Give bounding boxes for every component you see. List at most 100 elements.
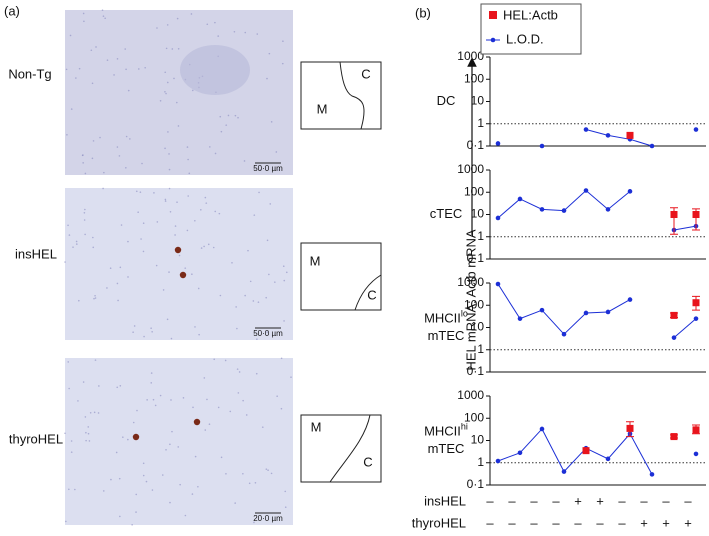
hel-point: [670, 433, 678, 441]
lod-point: [605, 133, 611, 138]
tissue-speckle: [231, 261, 233, 264]
tissue-speckle: [169, 501, 171, 504]
tissue-speckle: [164, 71, 167, 74]
tissue-speckle: [116, 386, 119, 389]
tissue-speckle: [103, 171, 105, 174]
tissue-speckle: [200, 247, 203, 249]
row-label: thyroHEL: [9, 431, 63, 446]
tissue-speckle: [118, 477, 121, 480]
tissue-speckle: [219, 115, 222, 118]
tissue-speckle: [116, 58, 119, 60]
lod-point: [495, 458, 501, 464]
y-tick-label: 10: [471, 207, 485, 221]
tissue-speckle: [266, 77, 268, 80]
lod-point: [539, 143, 545, 149]
tissue-speckle: [94, 297, 97, 299]
region-label: M: [317, 101, 328, 116]
tissue-speckle: [176, 101, 178, 104]
legend-swatch: [489, 11, 497, 19]
annotation-mark: –: [596, 515, 604, 530]
tissue-speckle: [83, 211, 86, 214]
tissue-speckle: [131, 523, 133, 526]
y-tick-label: 0·1: [467, 364, 485, 378]
lod-point: [649, 143, 655, 149]
tissue-speckle: [77, 400, 79, 402]
y-tick-label: 1: [477, 116, 484, 130]
lod-point: [627, 297, 633, 302]
y-tick-label: 1: [477, 229, 484, 243]
annotation-mark: –: [486, 515, 494, 530]
tissue-speckle: [70, 108, 73, 110]
tissue-speckle: [117, 299, 119, 302]
tissue-speckle: [280, 357, 283, 360]
tissue-speckle: [267, 469, 269, 472]
tissue-speckle: [203, 245, 205, 248]
tissue-speckle: [106, 59, 109, 61]
tissue-speckle: [101, 9, 104, 11]
lod-point: [605, 207, 611, 212]
tissue-speckle: [142, 462, 145, 465]
annotation-mark: –: [618, 493, 626, 508]
scale-bar-label: 50·0 µm: [253, 329, 283, 338]
tissue-speckle: [125, 135, 128, 138]
tissue-speckle: [70, 451, 73, 453]
hel-point: [626, 424, 634, 432]
tissue-speckle: [171, 48, 174, 50]
tissue-speckle: [81, 154, 84, 157]
tissue-speckle: [93, 411, 96, 414]
tissue-speckle: [206, 398, 208, 401]
tissue-speckle: [266, 239, 269, 242]
tissue-speckle: [225, 473, 227, 475]
tissue-speckle: [115, 451, 118, 454]
tissue-speckle: [197, 485, 199, 488]
tissue-speckle: [135, 493, 138, 496]
y-tick-label: 1: [477, 342, 484, 356]
tissue-speckle: [255, 372, 258, 375]
tissue-speckle: [102, 187, 104, 190]
lod-point: [671, 335, 677, 340]
y-tick-label: 100: [464, 410, 484, 424]
tissue-speckle: [214, 152, 217, 155]
tissue-speckle: [146, 399, 148, 401]
tissue-speckle: [208, 423, 211, 425]
tissue-speckle: [82, 162, 84, 164]
tissue-speckle: [168, 153, 170, 155]
tissue-speckle: [119, 384, 122, 387]
region-label: C: [363, 454, 372, 469]
tissue-speckle: [186, 229, 189, 232]
y-axis-label: HEL mRNA: Actb mRNA: [463, 229, 478, 370]
hel-point: [692, 211, 700, 218]
tissue-speckle: [283, 320, 285, 322]
tissue-speckle: [194, 326, 196, 328]
tissue-speckle: [256, 33, 259, 35]
tissue-speckle: [285, 271, 288, 274]
tissue-speckle: [125, 68, 127, 71]
lod-point: [605, 456, 611, 462]
panel-label: (b): [415, 5, 431, 20]
tissue-speckle: [125, 167, 127, 169]
tissue-speckle: [143, 335, 145, 338]
y-tick-label: 10: [471, 433, 485, 447]
tissue-speckle: [280, 407, 283, 410]
hel-point: [670, 211, 678, 218]
tissue-speckle: [234, 502, 236, 504]
tissue-speckle: [191, 493, 194, 495]
annotation-mark: +: [574, 493, 582, 508]
tissue-speckle: [164, 91, 166, 93]
micrograph: [65, 358, 293, 525]
tissue-speckle: [119, 266, 122, 269]
chart-title: DC: [437, 93, 456, 108]
legend-label: L.O.D.: [506, 31, 544, 46]
tissue-speckle: [244, 31, 247, 34]
lod-point: [517, 196, 523, 202]
tissue-speckle: [93, 297, 95, 300]
tissue-speckle: [68, 488, 70, 491]
tissue-speckle: [168, 187, 171, 190]
annotation-mark: +: [596, 493, 604, 508]
y-tick-label: 1: [477, 455, 484, 469]
tissue-speckle: [89, 411, 92, 414]
tissue-speckle: [139, 191, 142, 193]
stained-cell: [193, 418, 201, 426]
panel-label: (a): [4, 3, 20, 18]
tissue-speckle: [244, 294, 246, 297]
